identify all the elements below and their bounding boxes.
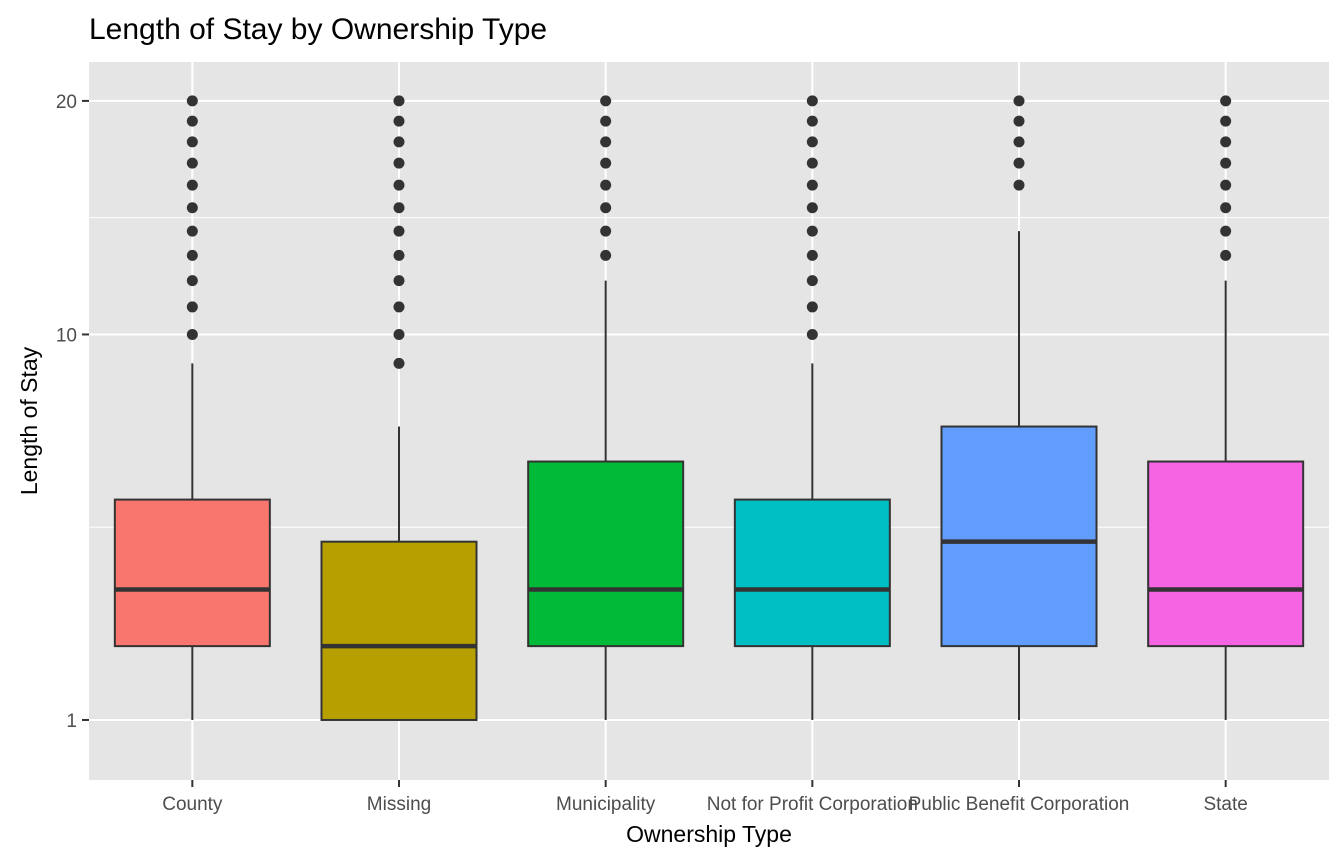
plot-panel (89, 62, 1329, 780)
outlier-point (806, 301, 818, 313)
outlier-point (393, 95, 405, 107)
outlier-point (1220, 225, 1232, 237)
outlier-point (393, 179, 405, 191)
outlier-point (393, 249, 405, 261)
y-tick-label: 20 (56, 92, 77, 113)
outlier-point (186, 328, 198, 340)
x-tick-label: Municipality (556, 794, 656, 815)
outlier-point (806, 179, 818, 191)
outlier-point (1220, 179, 1232, 191)
boxplot-missing (320, 95, 478, 721)
outlier-point (1220, 115, 1232, 127)
outlier-point (393, 157, 405, 169)
outlier-point (393, 328, 405, 340)
outlier-point (600, 95, 612, 107)
outlier-point (186, 202, 198, 214)
x-axis-title: Ownership Type (626, 821, 792, 847)
outlier-point (806, 95, 818, 107)
outlier-point (600, 115, 612, 127)
boxplot-municipality (527, 95, 685, 720)
outlier-point (393, 136, 405, 148)
outlier-point (393, 357, 405, 369)
outlier-point (806, 249, 818, 261)
iqr-box (733, 498, 891, 648)
y-tick-label: 1 (66, 711, 77, 732)
outlier-point (186, 115, 198, 127)
outlier-point (600, 225, 612, 237)
outlier-point (1220, 95, 1232, 107)
y-tick-label: 10 (56, 325, 77, 346)
outlier-point (806, 275, 818, 287)
outlier-point (186, 301, 198, 313)
outlier-point (1220, 136, 1232, 148)
x-tick-label: State (1203, 794, 1247, 815)
outlier-point (186, 249, 198, 261)
outlier-point (806, 328, 818, 340)
outlier-point (393, 115, 405, 127)
outlier-point (1013, 136, 1025, 148)
outlier-point (806, 115, 818, 127)
x-tick-label: Not for Profit Corporation (707, 794, 918, 815)
outlier-point (600, 136, 612, 148)
outlier-point (1013, 157, 1025, 169)
outlier-point (806, 225, 818, 237)
minor-grid (89, 217, 1329, 528)
outlier-point (600, 249, 612, 261)
outlier-point (393, 301, 405, 313)
outlier-point (1013, 115, 1025, 127)
outlier-point (1220, 249, 1232, 261)
x-axis: County Missing Municipality Not for Profit … (162, 780, 1248, 815)
outlier-point (186, 225, 198, 237)
boxplot-series (113, 95, 1305, 721)
x-tick-label: Missing (367, 794, 431, 815)
boxplot-not-for-profit-corporation (733, 95, 891, 720)
iqr-box (320, 540, 478, 721)
outlier-point (1013, 179, 1025, 191)
iqr-box (527, 460, 685, 648)
x-tick-label: Public Benefit Corporation (909, 794, 1130, 815)
boxplot-state (1147, 95, 1305, 720)
outlier-point (186, 179, 198, 191)
outlier-point (186, 136, 198, 148)
outlier-point (186, 95, 198, 107)
outlier-point (186, 275, 198, 287)
outlier-point (186, 157, 198, 169)
outlier-point (600, 202, 612, 214)
chart-title: Length of Stay by Ownership Type (89, 13, 547, 46)
iqr-box (113, 498, 271, 648)
outlier-point (393, 202, 405, 214)
outlier-point (600, 157, 612, 169)
outlier-point (600, 179, 612, 191)
y-axis-title: Length of Stay (16, 346, 42, 495)
outlier-point (1013, 95, 1025, 107)
outlier-point (1220, 202, 1232, 214)
y-axis: 1 10 20 (56, 92, 89, 732)
boxplot-county (113, 95, 271, 720)
iqr-box (940, 425, 1098, 648)
outlier-point (1220, 157, 1232, 169)
outlier-point (806, 157, 818, 169)
outlier-point (806, 136, 818, 148)
outlier-point (393, 275, 405, 287)
x-tick-label: County (162, 794, 223, 815)
outlier-point (393, 225, 405, 237)
outlier-point (806, 202, 818, 214)
boxplot-public-benefit-corporation (940, 95, 1098, 720)
iqr-box (1147, 460, 1305, 648)
